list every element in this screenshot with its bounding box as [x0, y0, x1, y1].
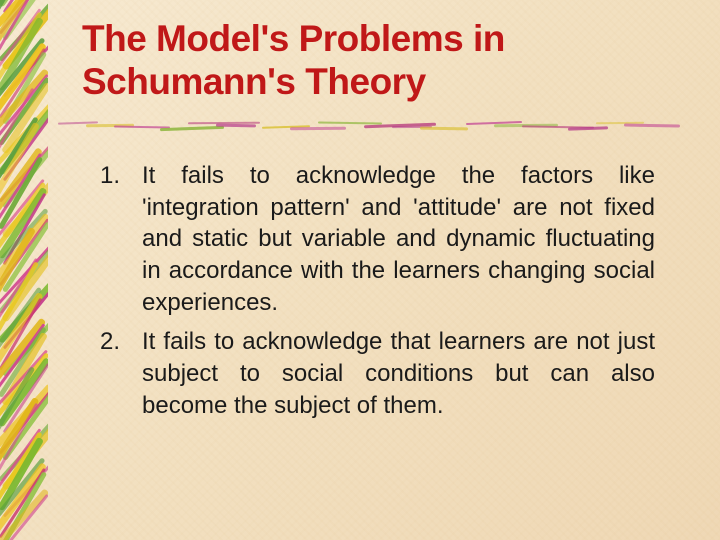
slide-title: The Model's Problems in Schumann's Theor…	[82, 18, 662, 103]
underline-stroke	[420, 127, 468, 130]
paint-border-left	[0, 0, 48, 540]
underline-stroke	[568, 127, 608, 131]
list-item: It fails to acknowledge the factors like…	[100, 160, 655, 318]
underline-stroke	[318, 121, 382, 124]
underline-stroke	[160, 126, 224, 131]
underline-stroke	[624, 123, 680, 126]
problem-list: It fails to acknowledge the factors like…	[100, 160, 655, 429]
title-underline	[58, 122, 678, 132]
slide: The Model's Problems in Schumann's Theor…	[0, 0, 720, 540]
underline-stroke	[216, 123, 256, 126]
underline-stroke	[290, 127, 346, 130]
list-item: It fails to acknowledge that learners ar…	[100, 326, 655, 421]
